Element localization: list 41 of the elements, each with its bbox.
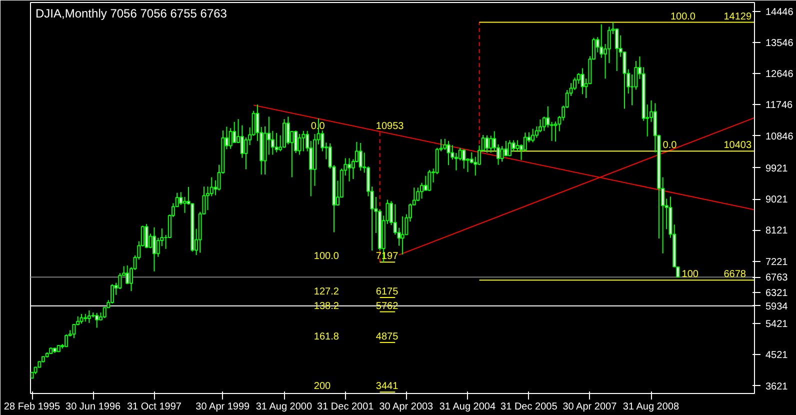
ref-line-label: 5934 [766, 301, 788, 312]
x-tick-label: 31 Aug 2008 [622, 402, 680, 412]
chart-title: DJIA,Monthly 7056 7056 6755 6763 [36, 6, 228, 20]
x-tick-label: 28 Feb 1995 [4, 402, 61, 412]
annotation: 4875 [376, 331, 399, 342]
annotation: 100 [682, 269, 699, 280]
y-tick-label: 9021 [766, 194, 788, 206]
x-tick-label: 30 Jun 1996 [66, 402, 122, 412]
y-tick-label: 12646 [766, 69, 794, 80]
y-tick-label: 5421 [766, 319, 788, 330]
y-tick-label: 3621 [766, 381, 788, 392]
x-tick-label: 31 Oct 1997 [126, 402, 182, 412]
annotation: 161.8 [314, 331, 340, 342]
y-tick-label: 6321 [766, 288, 788, 299]
annotation: 127.2 [314, 286, 340, 298]
annotation: 3441 [376, 381, 399, 392]
x-tick-label: 30 Apr 2003 [379, 402, 434, 412]
annotation: 0.0 [662, 140, 678, 152]
y-tick-label: 14446 [766, 6, 794, 18]
annotation: 10953 [376, 121, 404, 132]
y-tick-label: 8121 [766, 226, 788, 237]
x-tick-label: 31 Aug 2000 [256, 402, 312, 412]
x-tick-label: 31 Dec 2005 [500, 402, 558, 412]
x-tick-label: 30 Apr 2007 [562, 402, 618, 412]
annotation: 6678 [724, 269, 746, 280]
annotation: 10403 [724, 140, 752, 152]
y-tick-label: 11746 [766, 100, 794, 112]
annotation: 6175 [376, 286, 399, 298]
ref-line-label: 6763 [766, 272, 788, 284]
annotation: 100.0 [314, 251, 340, 262]
x-tick-label: 30 Apr 1999 [196, 402, 250, 412]
x-tick-label: 31 Aug 2004 [439, 402, 496, 412]
annotation: 200 [314, 381, 332, 392]
y-tick-label: 13546 [766, 38, 794, 49]
annotation: 100.0 [670, 11, 696, 22]
x-tick-label: 31 Dec 2001 [317, 402, 374, 412]
y-tick-label: 7221 [766, 256, 788, 268]
y-tick-label: 9921 [766, 163, 788, 174]
y-tick-label: 10846 [766, 131, 794, 142]
y-tick-label: 4521 [766, 350, 788, 362]
annotation: 14129 [724, 11, 752, 22]
